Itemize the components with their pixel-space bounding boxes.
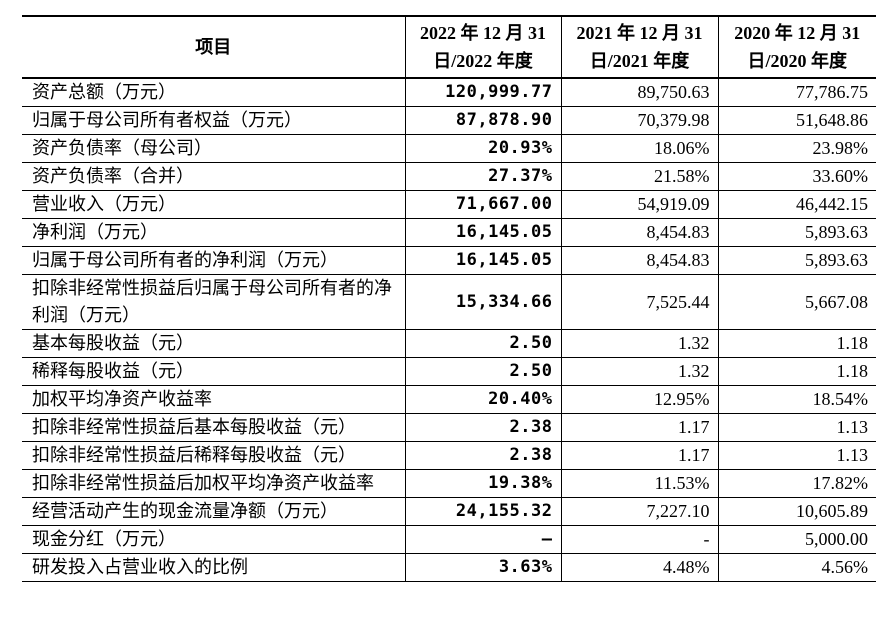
value-cell: – — [404, 525, 562, 554]
row-label: 经营活动产生的现金流量净额（万元） — [22, 497, 406, 526]
value-cell: 4.48% — [560, 553, 719, 582]
value-cell: 1.13 — [717, 441, 876, 470]
value-cell: 5,667.08 — [717, 274, 876, 330]
financial-table: 项目 2022 年 12 月 31 日/2022 年度 2021 年 12 月 31… — [22, 15, 876, 582]
row-label: 营业收入（万元） — [22, 190, 406, 219]
value-cell: 8,454.83 — [560, 246, 719, 275]
table-row: 资产负债率（母公司） 20.93% 18.06% 23.98% — [22, 134, 876, 163]
value-cell: 20.40% — [404, 385, 562, 414]
table-row: 经营活动产生的现金流量净额（万元） 24,155.32 7,227.10 10,605… — [22, 497, 876, 526]
value-cell: 3.63% — [404, 553, 562, 582]
value-cell: 1.13 — [717, 413, 876, 442]
value-cell: 46,442.15 — [717, 190, 876, 219]
row-label: 现金分红（万元） — [22, 525, 406, 554]
value-cell: 2.50 — [404, 329, 562, 358]
table-row: 净利润（万元） 16,145.05 8,454.83 5,893.63 — [22, 218, 876, 247]
table-body: 资产总额（万元） 120,999.77 89,750.63 77,786.75 归属于母… — [22, 77, 876, 582]
value-cell: 1.17 — [560, 413, 719, 442]
value-cell: 15,334.66 — [404, 274, 562, 330]
table-row: 研发投入占营业收入的比例 3.63% 4.48% 4.56% — [22, 553, 876, 582]
value-cell: 1.32 — [560, 329, 719, 358]
value-cell: 23.98% — [717, 134, 876, 163]
row-label: 扣除非经常性损益后稀释每股收益（元） — [22, 441, 406, 470]
value-cell: 1.17 — [560, 441, 719, 470]
value-cell: 19.38% — [404, 469, 562, 498]
row-label: 资产负债率（合并） — [22, 162, 406, 191]
value-cell: 20.93% — [404, 134, 562, 163]
row-label: 归属于母公司所有者权益（万元） — [22, 106, 406, 135]
value-cell: 1.18 — [717, 329, 876, 358]
value-cell: 70,379.98 — [560, 106, 719, 135]
value-cell: 1.18 — [717, 357, 876, 386]
value-cell: 5,893.63 — [717, 246, 876, 275]
table-row: 基本每股收益（元） 2.50 1.32 1.18 — [22, 329, 876, 358]
table-row: 稀释每股收益（元） 2.50 1.32 1.18 — [22, 357, 876, 386]
value-cell: 77,786.75 — [717, 77, 876, 107]
table-row: 归属于母公司所有者权益（万元） 87,878.90 70,379.98 51,648.… — [22, 106, 876, 135]
value-cell: 27.37% — [404, 162, 562, 191]
header-cell: 2022 年 12 月 31 日/2022 年度 — [404, 15, 562, 79]
value-cell: 16,145.05 — [404, 218, 562, 247]
value-cell: - — [560, 525, 719, 554]
row-label: 加权平均净资产收益率 — [22, 385, 406, 414]
value-cell: 54,919.09 — [560, 190, 719, 219]
table-row: 归属于母公司所有者的净利润（万元） 16,145.05 8,454.83 5,893.… — [22, 246, 876, 275]
header-cell: 项目 — [22, 15, 406, 79]
value-cell: 5,000.00 — [717, 525, 876, 554]
table-row: 扣除非经常性损益后基本每股收益（元） 2.38 1.17 1.13 — [22, 413, 876, 442]
value-cell: 5,893.63 — [717, 218, 876, 247]
value-cell: 51,648.86 — [717, 106, 876, 135]
row-label: 稀释每股收益（元） — [22, 357, 406, 386]
value-cell: 2.38 — [404, 441, 562, 470]
table-row: 加权平均净资产收益率 20.40% 12.95% 18.54% — [22, 385, 876, 414]
value-cell: 7,525.44 — [560, 274, 719, 330]
value-cell: 4.56% — [717, 553, 876, 582]
value-cell: 33.60% — [717, 162, 876, 191]
value-cell: 11.53% — [560, 469, 719, 498]
value-cell: 2.38 — [404, 413, 562, 442]
row-label: 扣除非经常性损益后归属于母公司所有者的净利润（万元） — [22, 274, 406, 330]
header-cell: 2020 年 12 月 31 日/2020 年度 — [717, 15, 876, 79]
value-cell: 7,227.10 — [560, 497, 719, 526]
value-cell: 120,999.77 — [404, 77, 562, 107]
value-cell: 89,750.63 — [560, 77, 719, 107]
value-cell: 17.82% — [717, 469, 876, 498]
value-cell: 21.58% — [560, 162, 719, 191]
value-cell: 2.50 — [404, 357, 562, 386]
value-cell: 12.95% — [560, 385, 719, 414]
table-row: 扣除非经常性损益后加权平均净资产收益率 19.38% 11.53% 17.82% — [22, 469, 876, 498]
row-label: 扣除非经常性损益后加权平均净资产收益率 — [22, 469, 406, 498]
row-label: 资产总额（万元） — [22, 77, 406, 107]
value-cell: 87,878.90 — [404, 106, 562, 135]
value-cell: 71,667.00 — [404, 190, 562, 219]
table-row: 营业收入（万元） 71,667.00 54,919.09 46,442.15 — [22, 190, 876, 219]
table-row: 扣除非经常性损益后归属于母公司所有者的净利润（万元） 15,334.66 7,525… — [22, 274, 876, 330]
row-label: 资产负债率（母公司） — [22, 134, 406, 163]
table-row: 扣除非经常性损益后稀释每股收益（元） 2.38 1.17 1.13 — [22, 441, 876, 470]
header-cell: 2021 年 12 月 31 日/2021 年度 — [560, 15, 719, 79]
value-cell: 24,155.32 — [404, 497, 562, 526]
row-label: 研发投入占营业收入的比例 — [22, 553, 406, 582]
header-row: 项目 2022 年 12 月 31 日/2022 年度 2021 年 12 月 31… — [22, 15, 876, 79]
table-row: 现金分红（万元） – -5,000.00 — [22, 525, 876, 554]
row-label: 基本每股收益（元） — [22, 329, 406, 358]
value-cell: 1.32 — [560, 357, 719, 386]
row-label: 归属于母公司所有者的净利润（万元） — [22, 246, 406, 275]
value-cell: 18.06% — [560, 134, 719, 163]
row-label: 扣除非经常性损益后基本每股收益（元） — [22, 413, 406, 442]
table-row: 资产负债率（合并） 27.37% 21.58% 33.60% — [22, 162, 876, 191]
value-cell: 10,605.89 — [717, 497, 876, 526]
value-cell: 16,145.05 — [404, 246, 562, 275]
table-row: 资产总额（万元） 120,999.77 89,750.63 77,786.75 — [22, 77, 876, 107]
value-cell: 18.54% — [717, 385, 876, 414]
value-cell: 8,454.83 — [560, 218, 719, 247]
row-label: 净利润（万元） — [22, 218, 406, 247]
